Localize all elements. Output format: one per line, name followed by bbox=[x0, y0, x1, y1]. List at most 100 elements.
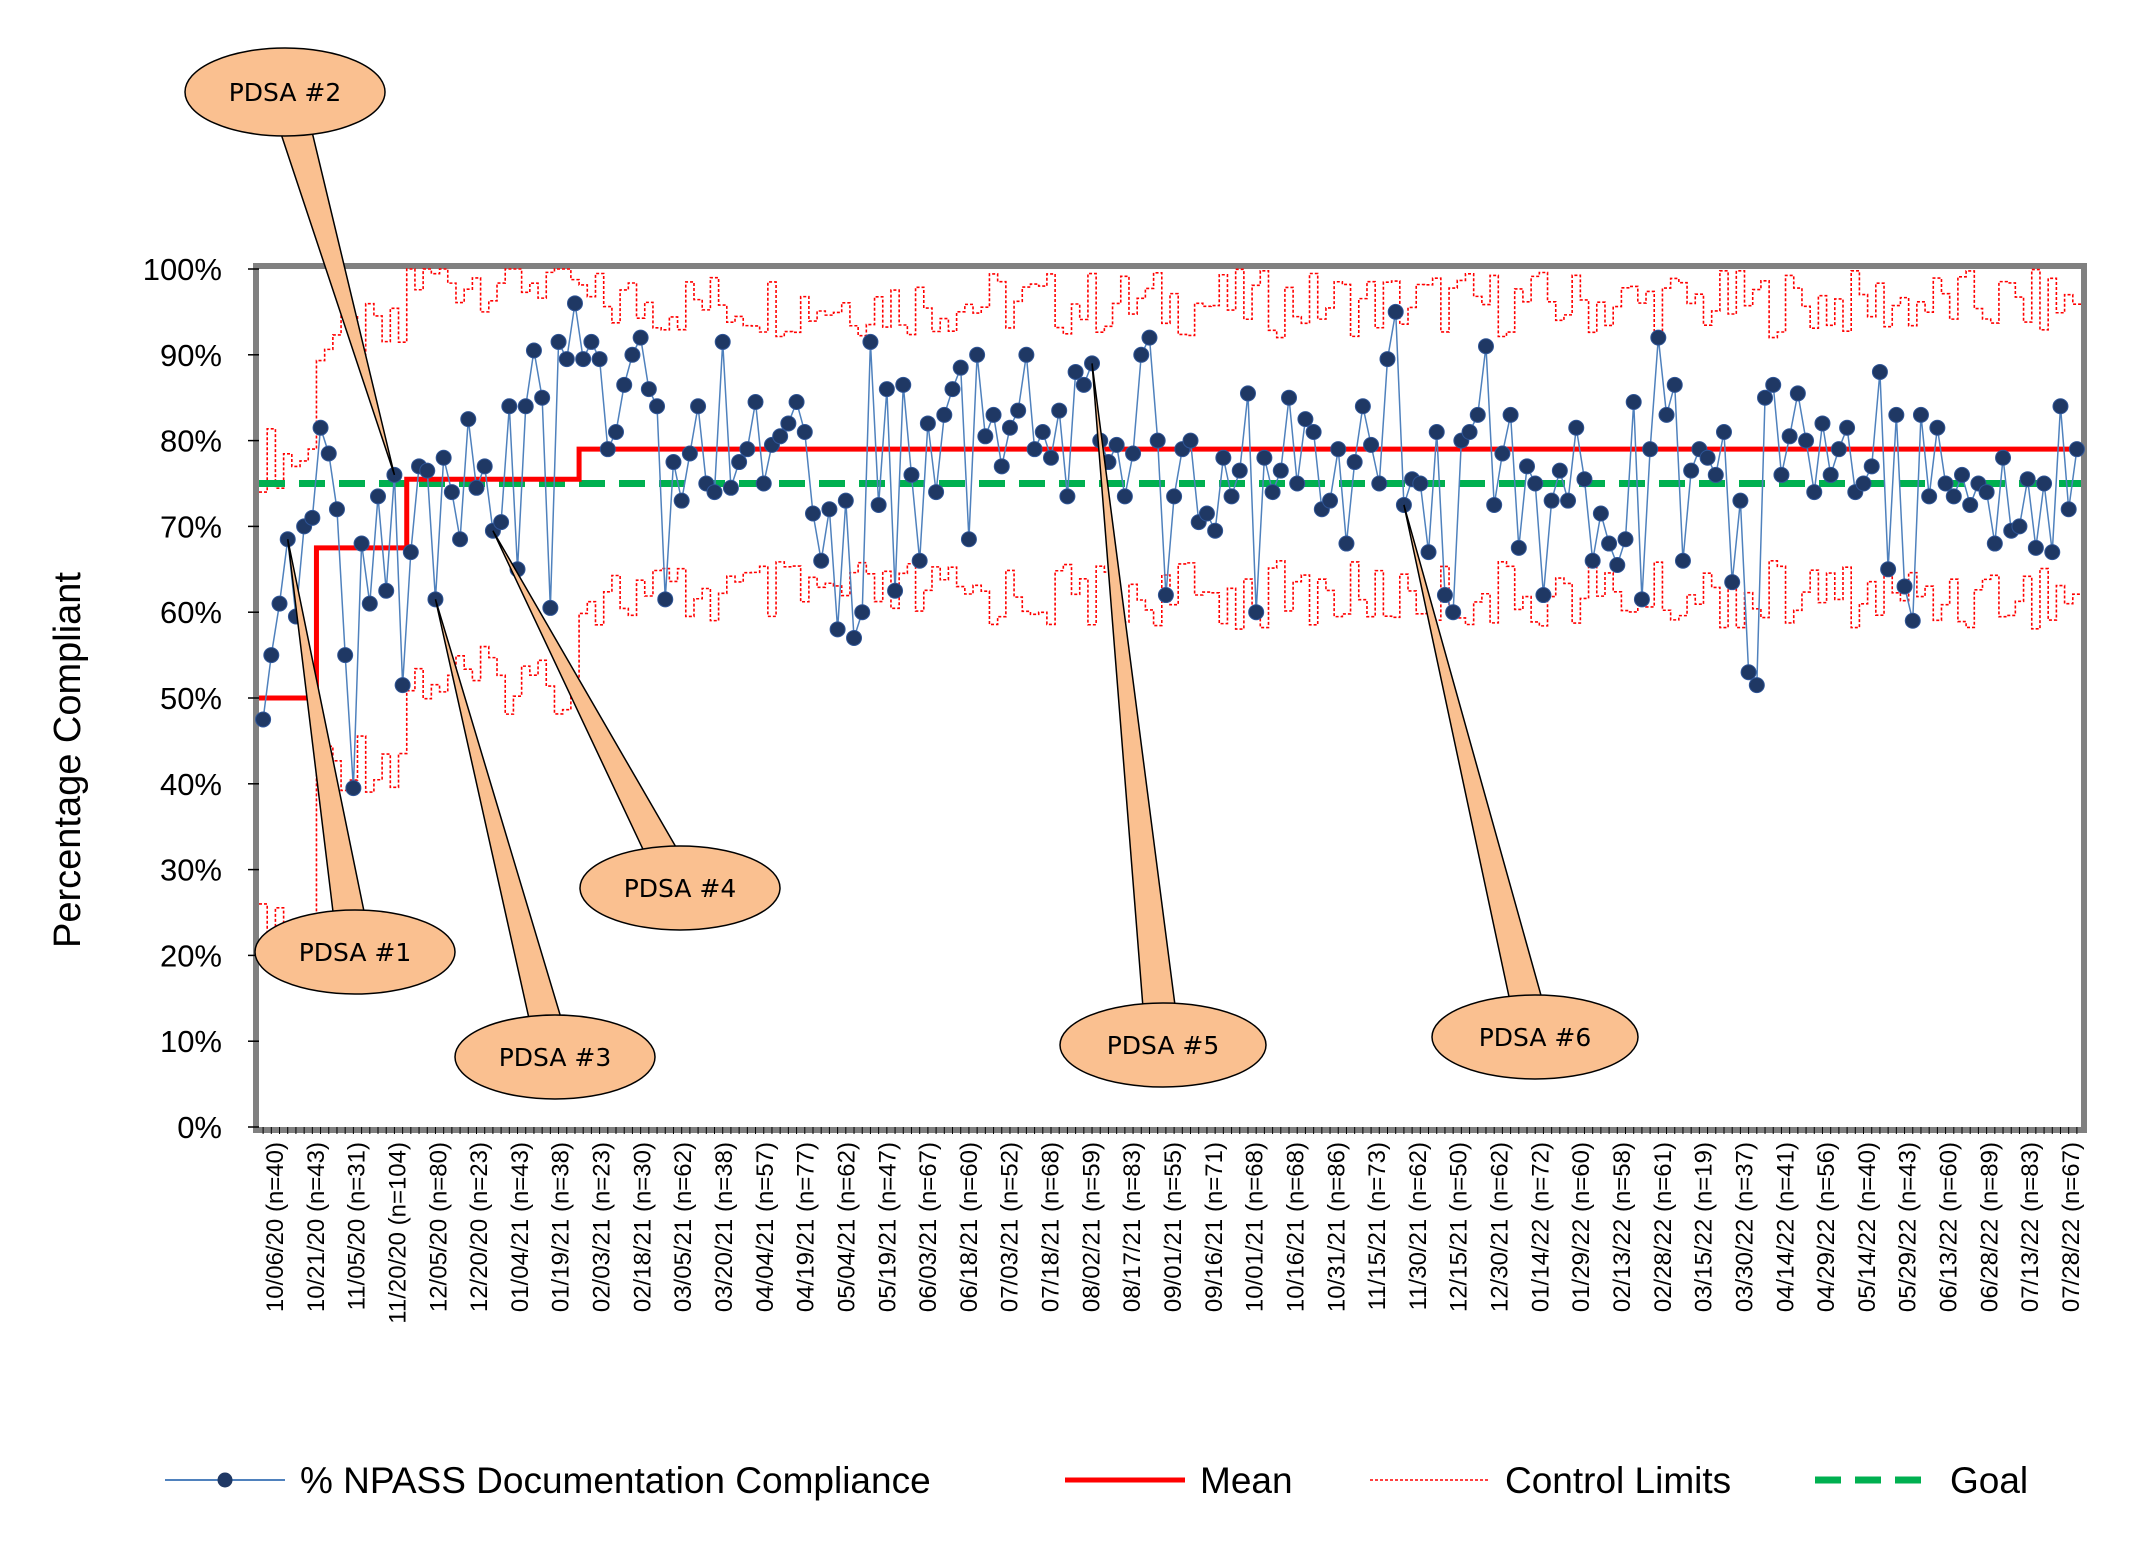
data-point bbox=[2060, 501, 2077, 518]
y-tick-label: 80% bbox=[160, 424, 222, 459]
data-point bbox=[1387, 303, 1404, 320]
data-point bbox=[1576, 471, 1593, 488]
data-point bbox=[911, 552, 928, 569]
data-point bbox=[1658, 406, 1675, 423]
y-axis: 0% 10% 20% 30% 40% 50% 60% 70% 80% 90% 100% bbox=[143, 252, 259, 1145]
legend-item: % NPASS Documentation Compliance bbox=[165, 1460, 931, 1501]
callout-label: PDSA #5 bbox=[1107, 1031, 1220, 1060]
data-point bbox=[402, 544, 419, 561]
data-point bbox=[1609, 557, 1626, 574]
data-point bbox=[1519, 458, 1536, 475]
data-point bbox=[846, 629, 863, 646]
data-point bbox=[1888, 406, 1905, 423]
data-point bbox=[1986, 535, 2003, 552]
x-tick-label: 06/03/21 (n=67) bbox=[915, 1142, 942, 1312]
y-tick-label: 20% bbox=[160, 938, 222, 973]
x-tick-label: 02/28/22 (n=61) bbox=[1650, 1142, 1677, 1312]
x-tick-label: 02/18/21 (n=30) bbox=[629, 1142, 656, 1312]
data-point bbox=[1633, 591, 1650, 608]
data-point bbox=[1001, 419, 1018, 436]
callout-bubble bbox=[1059, 1002, 1267, 1088]
data-point bbox=[608, 424, 625, 441]
legend-label: % NPASS Documentation Compliance bbox=[300, 1460, 931, 1501]
callout-label: PDSA #4 bbox=[624, 874, 737, 903]
data-point bbox=[944, 381, 961, 398]
data-point bbox=[583, 333, 600, 350]
callout-bubble bbox=[579, 845, 781, 931]
x-tick-label: 10/16/21 (n=68) bbox=[1282, 1142, 1309, 1312]
data-point bbox=[501, 398, 518, 415]
data-point bbox=[739, 441, 756, 458]
data-point bbox=[2052, 398, 2069, 415]
data-point bbox=[1305, 424, 1322, 441]
data-point bbox=[550, 333, 567, 350]
data-point bbox=[1978, 484, 1995, 501]
data-point bbox=[1798, 432, 1815, 449]
x-tick-label: 05/19/21 (n=47) bbox=[874, 1142, 901, 1312]
legend-label: Mean bbox=[1200, 1460, 1293, 1501]
data-point bbox=[640, 381, 657, 398]
mean-line bbox=[259, 446, 2081, 701]
data-point bbox=[1535, 587, 1552, 604]
x-tick-label: 05/29/22 (n=43) bbox=[1895, 1142, 1922, 1312]
data-point bbox=[673, 492, 690, 509]
y-tick-label: 60% bbox=[160, 595, 222, 630]
data-point bbox=[1568, 419, 1585, 436]
data-point bbox=[1863, 458, 1880, 475]
x-tick-label: 11/30/21 (n=62) bbox=[1405, 1142, 1432, 1310]
legend-marker bbox=[217, 1472, 233, 1488]
data-point bbox=[1543, 492, 1560, 509]
data-point bbox=[1527, 475, 1544, 492]
x-tick-label: 04/04/21 (n=57) bbox=[752, 1142, 779, 1312]
data-point bbox=[1642, 441, 1659, 458]
x-tick-label: 03/05/21 (n=62) bbox=[670, 1142, 697, 1312]
data-point bbox=[854, 604, 871, 621]
data-point bbox=[320, 445, 337, 462]
data-point bbox=[1166, 488, 1183, 505]
data-point bbox=[993, 458, 1010, 475]
data-point bbox=[2036, 475, 2053, 492]
y-tick-label: 30% bbox=[160, 853, 222, 888]
data-point bbox=[599, 441, 616, 458]
data-point bbox=[1330, 441, 1347, 458]
data-point bbox=[443, 484, 460, 501]
callout-bubble bbox=[254, 909, 456, 995]
data-point bbox=[960, 531, 977, 548]
data-point bbox=[624, 346, 641, 363]
data-point bbox=[1871, 363, 1888, 380]
data-point bbox=[1018, 346, 1035, 363]
x-tick-label: 03/20/21 (n=38) bbox=[711, 1142, 738, 1312]
data-point bbox=[1289, 475, 1306, 492]
callout-bubble bbox=[1431, 994, 1639, 1080]
data-point bbox=[1034, 424, 1051, 441]
y-tick-label: 90% bbox=[160, 338, 222, 373]
x-tick-label: 01/14/22 (n=72) bbox=[1527, 1142, 1554, 1312]
data-point bbox=[452, 531, 469, 548]
pdsa-callout: PDSA #2 bbox=[184, 47, 396, 476]
data-point bbox=[665, 454, 682, 471]
data-point bbox=[468, 479, 485, 496]
y-tick-label: 40% bbox=[160, 767, 222, 802]
legend-item: Control Limits bbox=[1370, 1460, 1731, 1501]
x-tick-label: 07/13/22 (n=83) bbox=[2017, 1142, 2044, 1312]
data-point bbox=[1461, 424, 1478, 441]
data-point bbox=[1042, 449, 1059, 466]
data-point bbox=[1157, 587, 1174, 604]
data-point bbox=[903, 466, 920, 483]
data-point bbox=[353, 535, 370, 552]
legend-label: Control Limits bbox=[1505, 1460, 1731, 1501]
data-point bbox=[1929, 419, 1946, 436]
data-point bbox=[378, 582, 395, 599]
data-point bbox=[1650, 329, 1667, 346]
data-point bbox=[337, 647, 354, 664]
data-point bbox=[936, 406, 953, 423]
x-tick-label: 11/05/20 (n=31) bbox=[344, 1142, 371, 1310]
x-tick-label: 08/02/21 (n=59) bbox=[1078, 1142, 1105, 1312]
data-point bbox=[1051, 402, 1068, 419]
x-tick-label: 09/16/21 (n=71) bbox=[1201, 1142, 1228, 1312]
data-point bbox=[1272, 462, 1289, 479]
data-point bbox=[1921, 488, 1938, 505]
x-tick-label: 05/04/21 (n=62) bbox=[833, 1142, 860, 1312]
data-point bbox=[616, 376, 633, 393]
